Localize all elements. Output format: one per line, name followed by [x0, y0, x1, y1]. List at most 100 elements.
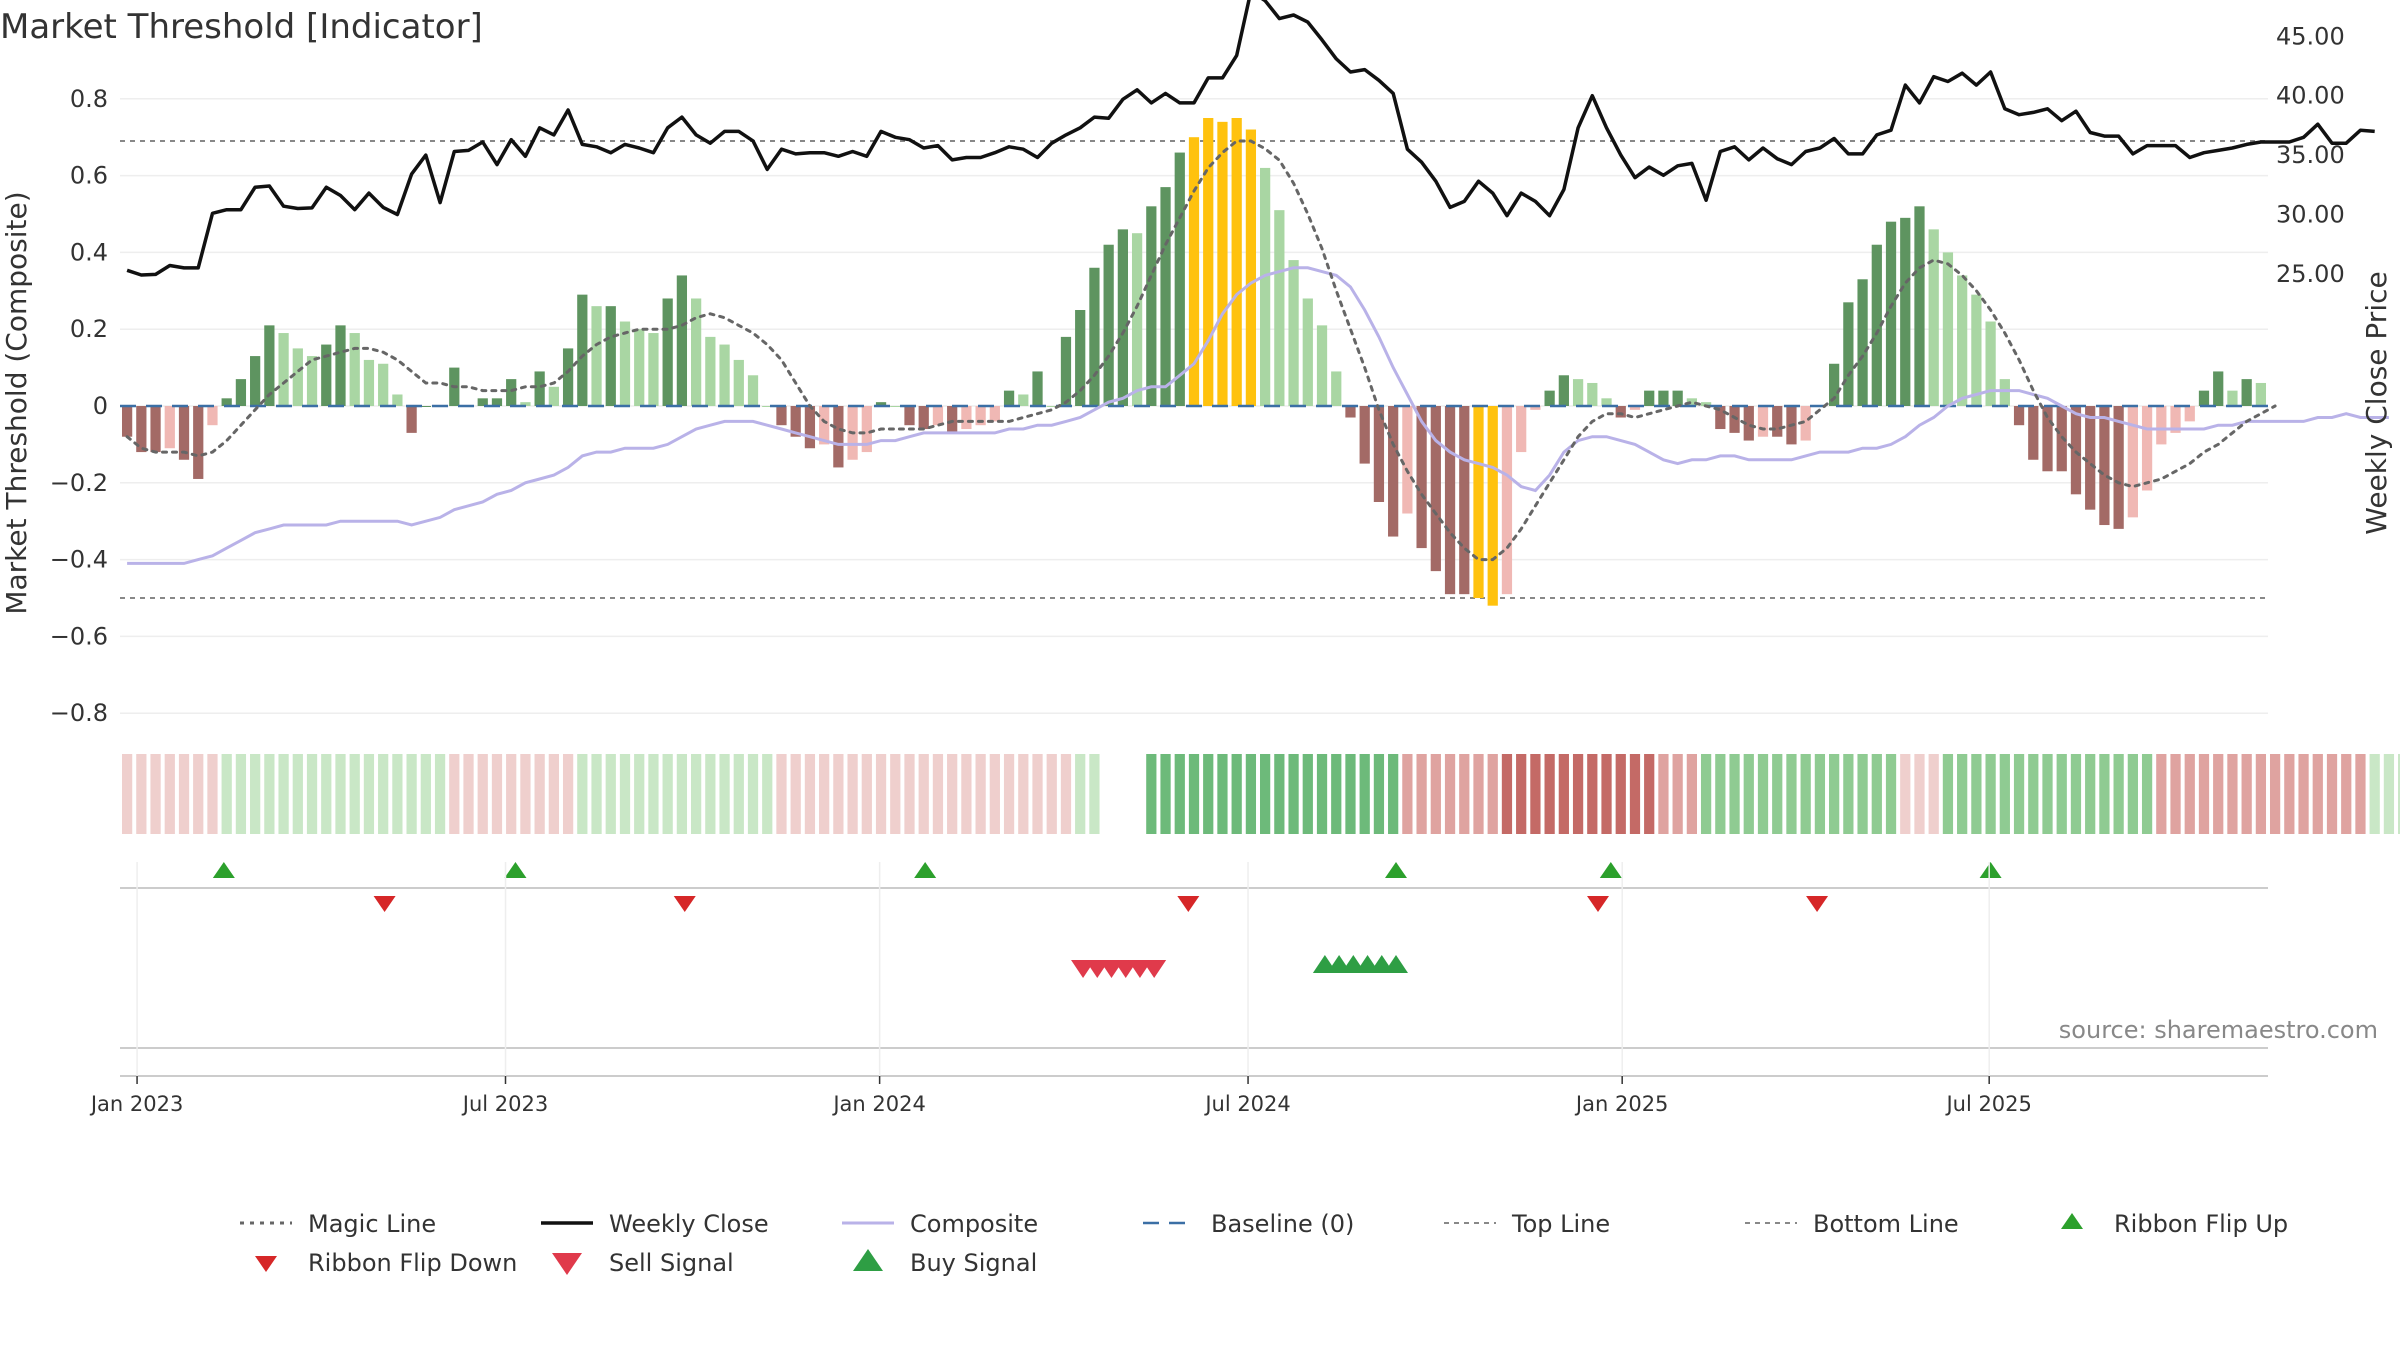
ribbon-cell — [804, 754, 816, 834]
composite-bar — [392, 394, 403, 406]
composite-bar — [2099, 406, 2110, 526]
ribbon-cell — [2298, 754, 2309, 834]
ribbon-cell — [136, 754, 147, 834]
legend-label: Magic Line — [308, 1210, 436, 1238]
ribbon-cell — [890, 754, 901, 834]
composite-bar — [1260, 167, 1271, 406]
ribbon-flip-up-marker — [212, 862, 235, 878]
y-tick-label-left: 0.2 — [70, 315, 108, 343]
legend-item: Buy Signal — [853, 1249, 1037, 1277]
date-tick-label: Jan 2025 — [1574, 1092, 1669, 1116]
composite-bar — [1857, 279, 1868, 406]
ribbon-cell — [1715, 754, 1726, 834]
composite-bar — [1018, 394, 1029, 406]
composite-bar — [904, 406, 915, 426]
ribbon-cell — [2099, 754, 2110, 834]
composite-bar — [1843, 302, 1854, 406]
legend-label: Weekly Close — [609, 1210, 769, 1238]
ribbon-cell — [1003, 754, 1015, 834]
legend-label: Ribbon Flip Up — [2114, 1210, 2288, 1238]
legend-item: Magic Line — [240, 1210, 436, 1238]
ribbon-cell — [1331, 754, 1342, 834]
composite-bar — [1601, 398, 1612, 406]
ribbon-cell — [150, 754, 161, 834]
ribbon-cell — [1700, 754, 1712, 834]
composite-bar — [1459, 406, 1470, 595]
legend-swatch — [853, 1249, 883, 1271]
ribbon-cell — [1558, 754, 1569, 834]
ribbon-cell — [250, 754, 261, 834]
composite-bar — [1487, 406, 1498, 606]
composite-bar — [1345, 406, 1356, 418]
composite-bar — [150, 406, 161, 453]
composite-bar — [1829, 363, 1840, 406]
y-tick-label-left: −0.6 — [50, 622, 108, 650]
ribbon-cell — [2113, 754, 2124, 834]
composite-bar — [1587, 382, 1598, 406]
composite-bar — [1885, 221, 1897, 406]
ribbon-cell — [1814, 754, 1826, 834]
ribbon-flip-up-marker — [1599, 862, 1622, 878]
ribbon-cell — [2255, 754, 2267, 834]
ribbon-cell — [1885, 754, 1897, 834]
ribbon-cell — [961, 754, 972, 834]
composite-bar — [619, 321, 631, 406]
signal-markers — [120, 862, 2268, 1077]
date-tick-label: Jul 2025 — [1944, 1092, 2031, 1116]
ribbon-cell — [648, 754, 659, 834]
legend-item: Baseline (0) — [1143, 1210, 1354, 1238]
ribbon-cell — [1131, 754, 1143, 834]
legend-label: Bottom Line — [1813, 1210, 1959, 1238]
ribbon-cell — [2269, 754, 2281, 834]
composite-bar — [989, 406, 1000, 422]
ribbon-cell — [2369, 754, 2380, 834]
ribbon-cell — [719, 754, 730, 834]
composite-bar — [634, 329, 645, 406]
ribbon-cell — [1430, 754, 1441, 834]
ribbon-cell — [1857, 754, 1868, 834]
ribbon-cell — [2312, 754, 2323, 834]
composite-bar — [1473, 406, 1484, 598]
ribbon-cell — [1914, 754, 1925, 834]
legend-item: Ribbon Flip Up — [2061, 1210, 2288, 1238]
composite-bar — [790, 406, 801, 437]
buy-signal-marker — [1383, 955, 1408, 973]
composite-bar — [2085, 406, 2096, 510]
composite-bar — [1231, 118, 1242, 406]
ribbon-cell — [292, 754, 303, 834]
y-tick-label-right: 45.00 — [2276, 22, 2345, 50]
ribbon-cell — [2056, 754, 2067, 834]
ribbon-cell — [534, 754, 545, 834]
y-tick-label-left: −0.4 — [50, 546, 108, 574]
legend-label: Sell Signal — [609, 1249, 734, 1277]
ribbon-cell — [1601, 754, 1612, 834]
composite-bar — [477, 398, 488, 406]
ribbon-cell — [306, 754, 318, 834]
composite-bar — [2156, 406, 2167, 445]
ribbon-cell — [278, 754, 289, 834]
ribbon-cell — [634, 754, 645, 834]
legend-label: Baseline (0) — [1211, 1210, 1354, 1238]
legend-label: Buy Signal — [910, 1249, 1037, 1277]
composite-bar — [776, 406, 787, 426]
composite-bar — [1900, 217, 1911, 406]
ribbon-cell — [1572, 754, 1584, 834]
ribbon-cell — [1402, 754, 1413, 834]
ribbon-cell — [833, 754, 844, 834]
composite-bar — [2241, 379, 2252, 406]
ribbon-cell — [1060, 754, 1072, 834]
ribbon-cell — [1729, 754, 1740, 834]
y-tick-label-left: 0.6 — [70, 162, 108, 190]
ribbon-cell — [1388, 754, 1399, 834]
ribbon-cell — [392, 754, 403, 834]
composite-bar — [1544, 390, 1555, 406]
composite-bar — [676, 275, 688, 406]
ribbon-cell — [1089, 754, 1100, 834]
ribbon-cell — [1075, 754, 1086, 834]
ribbon-cell — [1843, 754, 1854, 834]
ribbon-cell — [619, 754, 631, 834]
ribbon-cell — [2284, 754, 2295, 834]
composite-bar — [264, 325, 275, 406]
ribbon-cell — [1871, 754, 1882, 834]
ribbon-cell — [918, 754, 929, 834]
